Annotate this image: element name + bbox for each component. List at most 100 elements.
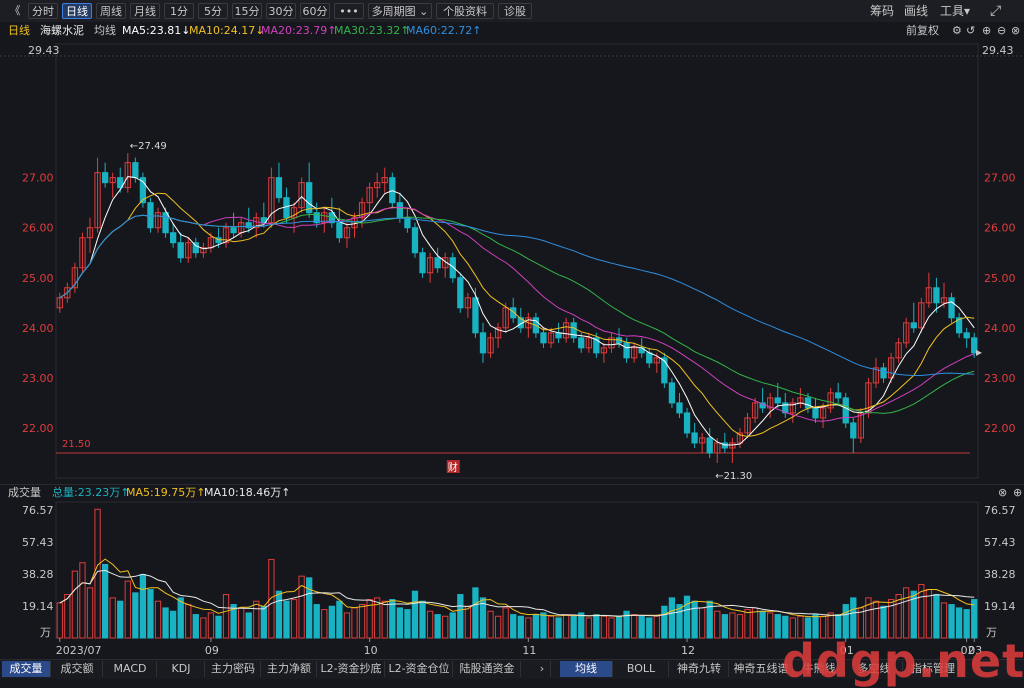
overlay-tab-5[interactable]: 多空线 — [846, 661, 903, 677]
overlay-tab-1[interactable]: BOLL — [614, 661, 669, 677]
candle-body[interactable] — [396, 202, 404, 219]
period-tab-9[interactable]: ••• — [334, 3, 364, 19]
volume-bar[interactable] — [94, 508, 101, 639]
volume-bar[interactable] — [389, 599, 396, 639]
volume-bar[interactable] — [494, 615, 502, 639]
candle-body[interactable] — [434, 257, 441, 269]
volume-bar[interactable] — [668, 597, 676, 639]
volume-title[interactable]: 成交量 — [8, 486, 41, 499]
volume-bar[interactable] — [683, 595, 691, 639]
candle-body[interactable] — [366, 187, 373, 204]
volume-bar[interactable] — [676, 604, 683, 639]
volume-chart[interactable]: 76.57 76.57 57.43 57.43 38.28 38.28 19.14 19.14… — [0, 500, 1024, 658]
candle-body[interactable] — [940, 297, 948, 304]
candle-body[interactable] — [147, 202, 154, 229]
volume-bar[interactable] — [903, 587, 910, 639]
candle-body[interactable] — [555, 332, 562, 339]
volume-bar[interactable] — [729, 612, 736, 639]
volume-bar[interactable] — [714, 610, 721, 639]
indicator-tab-7[interactable]: L2-资金仓位 — [386, 661, 453, 677]
stock-name[interactable]: 海螺水泥 — [40, 24, 84, 37]
volume-bar[interactable] — [472, 587, 479, 639]
volume-bar[interactable] — [215, 615, 222, 639]
candle-body[interactable] — [593, 337, 600, 354]
volume-bar[interactable] — [109, 597, 116, 639]
chips-button[interactable]: 筹码 — [870, 4, 895, 18]
candle-body[interactable] — [389, 177, 396, 204]
candle-body[interactable] — [298, 182, 305, 209]
volume-bar[interactable] — [169, 610, 177, 639]
volume-bar[interactable] — [540, 612, 547, 639]
volume-bar[interactable] — [283, 600, 290, 639]
volume-bar[interactable] — [245, 612, 252, 639]
volume-bar[interactable] — [177, 597, 184, 639]
candle-body[interactable] — [343, 227, 351, 239]
candle-body[interactable] — [767, 397, 774, 409]
volume-bar[interactable] — [578, 612, 585, 639]
financial-event-marker[interactable] — [446, 460, 460, 473]
more-tabs-arrow[interactable]: › — [534, 661, 551, 677]
volume-bar[interactable] — [487, 610, 494, 639]
candle-body[interactable] — [630, 347, 638, 359]
volume-bar[interactable] — [79, 562, 86, 639]
volume-bar[interactable] — [895, 594, 902, 639]
volume-bar[interactable] — [192, 614, 199, 639]
volume-bar[interactable] — [449, 612, 456, 639]
volume-bar[interactable] — [147, 589, 154, 639]
volume-bar[interactable] — [887, 599, 895, 639]
reset-icon[interactable]: ↺ — [966, 24, 976, 37]
overlay-tab-2[interactable]: 神奇九转 — [670, 661, 729, 677]
candle-body[interactable] — [706, 437, 713, 454]
overlay-tab-6[interactable]: 指标管理 — [904, 661, 963, 677]
volume-bar[interactable] — [691, 600, 698, 639]
volume-bar[interactable] — [721, 614, 728, 639]
volume-bar[interactable] — [933, 594, 940, 639]
volume-bar[interactable] — [955, 607, 963, 639]
volume-bar[interactable] — [442, 615, 449, 639]
candle-body[interactable] — [751, 402, 759, 419]
volume-bar[interactable] — [623, 610, 630, 639]
period-tab-11[interactable]: 个股资料 — [436, 3, 494, 19]
volume-bar[interactable] — [419, 600, 426, 639]
volume-bar[interactable] — [736, 614, 744, 639]
volume-bar[interactable] — [86, 587, 94, 639]
candle-body[interactable] — [117, 177, 124, 189]
candle-body[interactable] — [804, 397, 812, 409]
candle-body[interactable] — [714, 442, 721, 454]
candle-body[interactable] — [872, 367, 880, 384]
candle-body[interactable] — [222, 227, 230, 244]
volume-bar[interactable] — [479, 597, 487, 639]
draw-line-button[interactable]: 画线 — [904, 4, 929, 18]
candle-body[interactable] — [101, 172, 109, 184]
volume-bar[interactable] — [615, 615, 623, 639]
candle-body[interactable] — [676, 402, 683, 414]
volume-bar[interactable] — [638, 615, 645, 639]
back-button[interactable]: 《 — [9, 4, 21, 17]
volume-bar[interactable] — [404, 609, 411, 639]
volume-bar[interactable] — [275, 590, 283, 639]
volume-bar[interactable] — [298, 575, 305, 639]
volume-bar[interactable] — [328, 605, 335, 639]
overlay-tab-0[interactable]: 均线 — [560, 661, 613, 677]
candle-body[interactable] — [374, 182, 381, 189]
volume-bar[interactable] — [464, 605, 472, 639]
candle-body[interactable] — [691, 432, 698, 444]
candle-body[interactable] — [419, 252, 426, 274]
indicator-tab-8[interactable]: 陆股通资金 — [454, 661, 521, 677]
period-tab-6[interactable]: 15分 — [232, 3, 262, 19]
candle-body[interactable] — [850, 422, 857, 439]
candle-body[interactable] — [449, 257, 456, 279]
candle-body[interactable] — [918, 302, 925, 329]
volume-bar[interactable] — [880, 605, 887, 639]
volume-bar[interactable] — [336, 600, 343, 639]
candle-body[interactable] — [789, 402, 796, 414]
period-tab-10[interactable]: 多周期图 ⌄ — [368, 3, 432, 19]
volume-bar[interactable] — [358, 604, 366, 639]
volume-bar[interactable] — [313, 604, 320, 639]
volume-bar[interactable] — [321, 609, 328, 639]
volume-bar[interactable] — [132, 592, 139, 639]
volume-bar[interactable] — [381, 600, 388, 639]
period-tab-2[interactable]: 周线 — [96, 3, 126, 19]
candle-body[interactable] — [215, 237, 222, 244]
period-tab-4[interactable]: 1分 — [164, 3, 194, 19]
